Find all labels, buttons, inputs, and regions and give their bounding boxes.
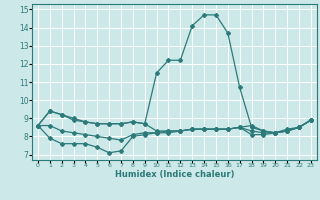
- X-axis label: Humidex (Indice chaleur): Humidex (Indice chaleur): [115, 170, 234, 179]
